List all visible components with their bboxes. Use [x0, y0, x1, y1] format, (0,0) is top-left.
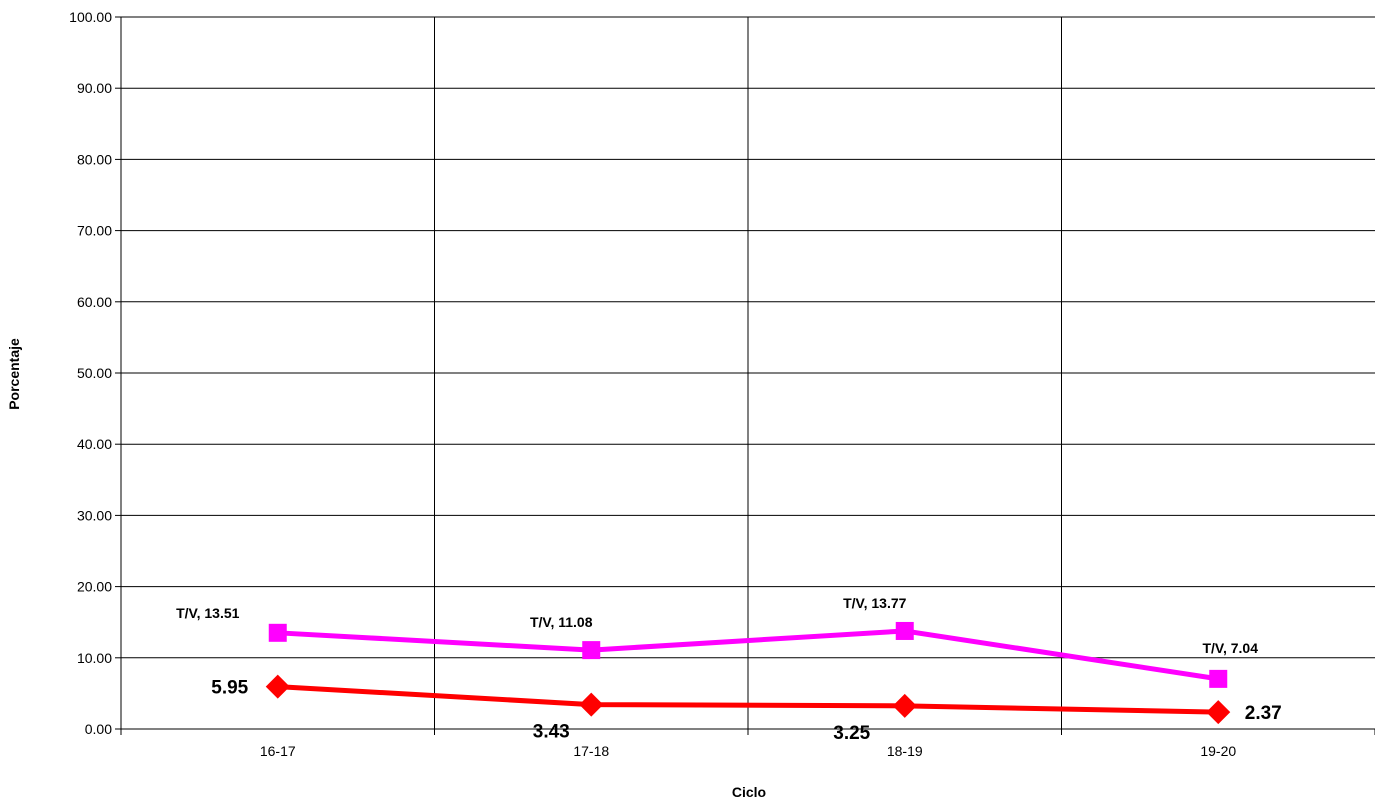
data-labels: T/V, 13.51 T/V, 11.08 T/V, 13.77 T/V, 7.04 5… [176, 595, 1282, 744]
y-tick-label: 50.00 [77, 365, 112, 381]
y-tick-label: 70.00 [77, 223, 112, 239]
y-tick-label: 0.00 [85, 721, 112, 737]
series-layer [265, 621, 1231, 725]
series-line-0 [277, 628, 1219, 682]
diamond-marker [265, 674, 290, 699]
x-axis-title: Ciclo [732, 784, 766, 800]
x-tick-label: 18-19 [887, 743, 923, 759]
y-tick-label: 10.00 [77, 650, 112, 666]
data-label: T/V, 7.04 [1202, 640, 1258, 656]
data-label: T/V, 13.51 [176, 605, 240, 621]
y-tick-label: 100.00 [69, 9, 112, 25]
square-marker [582, 641, 601, 660]
data-label: T/V, 13.77 [843, 595, 907, 611]
y-axis-title: Porcentaje [6, 338, 22, 410]
x-tick-label: 16-17 [260, 743, 296, 759]
x-axis-ticks: 16-17 17-18 18-19 19-20 [120, 729, 1375, 759]
diamond-marker [1206, 700, 1231, 725]
diamond-marker [579, 692, 604, 717]
data-label: 3.43 [533, 722, 570, 743]
y-tick-label: 90.00 [77, 80, 112, 96]
data-label: 5.95 [211, 678, 248, 699]
series-line-1 [277, 684, 1219, 715]
gridlines [121, 16, 1375, 729]
diamond-marker [892, 693, 917, 718]
data-label: 2.37 [1245, 703, 1282, 724]
x-tick-label: 17-18 [573, 743, 609, 759]
y-tick-label: 30.00 [77, 507, 112, 523]
y-tick-label: 80.00 [77, 151, 112, 167]
x-tick-label: 19-20 [1200, 743, 1236, 759]
square-marker [268, 623, 287, 642]
data-label: T/V, 11.08 [530, 614, 593, 630]
y-tick-label: 60.00 [77, 294, 112, 310]
y-tick-label: 20.00 [77, 579, 112, 595]
square-marker [895, 621, 914, 640]
y-axis-ticks: 0.00 10.00 20.00 30.00 40.00 50.00 60.00 70.00 8… [69, 9, 121, 737]
y-tick-label: 40.00 [77, 436, 112, 452]
data-label: 3.25 [833, 723, 870, 744]
square-marker [1209, 669, 1228, 688]
